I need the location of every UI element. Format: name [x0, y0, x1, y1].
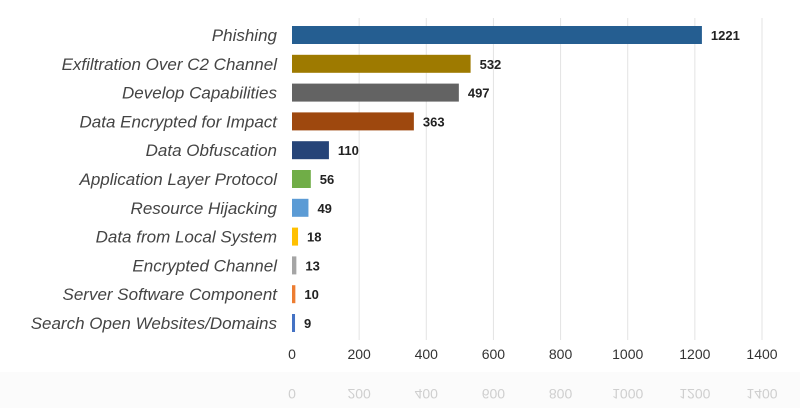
value-label-exfiltration-over-c2-channel: 532 [480, 57, 502, 72]
x-tick-reflection-1200: 1200 [679, 386, 710, 402]
bar-data-obfuscation [292, 141, 329, 160]
x-tick-reflection-200: 200 [347, 386, 371, 402]
value-label-application-layer-protocol: 56 [320, 172, 334, 187]
category-label-develop-capabilities: Develop Capabilities [122, 84, 277, 103]
category-label-data-from-local-system: Data from Local System [96, 228, 277, 247]
bar-data-encrypted-for-impact [292, 112, 414, 131]
category-label-server-software-component: Server Software Component [63, 285, 279, 304]
bar-resource-hijacking [292, 198, 309, 217]
bar-encrypted-channel [292, 256, 297, 275]
category-label-phishing: Phishing [212, 26, 278, 45]
x-axis-ticks: 0 200 400 600 800 1000 1200 1400 [288, 346, 778, 362]
x-tick-label-400: 400 [415, 346, 439, 362]
bar-exfiltration-over-c2-channel [292, 54, 471, 73]
value-label-resource-hijacking: 49 [317, 201, 331, 216]
bar-search-open-websites-domains [292, 314, 296, 332]
x-tick-label-600: 600 [482, 346, 506, 362]
category-labels: Phishing Exfiltration Over C2 Channel Deve… [31, 26, 279, 333]
x-tick-label-800: 800 [549, 346, 573, 362]
value-label-server-software-component: 10 [304, 287, 318, 302]
value-label-data-encrypted-for-impact: 363 [423, 114, 445, 129]
x-tick-label-200: 200 [347, 346, 371, 362]
x-tick-reflection-0: 0 [288, 386, 296, 402]
value-label-encrypted-channel: 13 [305, 258, 319, 273]
value-label-data-from-local-system: 18 [307, 230, 321, 245]
bar-phishing [292, 26, 702, 44]
value-label-data-obfuscation: 110 [338, 143, 359, 158]
category-label-encrypted-channel: Encrypted Channel [132, 256, 278, 275]
category-label-data-obfuscation: Data Obfuscation [146, 141, 277, 160]
reflection-band [0, 372, 800, 408]
x-tick-reflection-800: 800 [549, 386, 573, 402]
bars [292, 26, 702, 332]
axis-reflection: 0 200 400 600 800 1000 1200 1400 [0, 372, 800, 408]
x-tick-label-0: 0 [288, 346, 296, 362]
x-tick-label-1200: 1200 [679, 346, 710, 362]
category-label-exfiltration-over-c2-channel: Exfiltration Over C2 Channel [62, 55, 279, 74]
x-tick-reflection-1000: 1000 [612, 386, 643, 402]
value-label-phishing: 1221 [711, 28, 740, 43]
x-tick-reflection-1400: 1400 [746, 386, 777, 402]
category-label-application-layer-protocol: Application Layer Protocol [78, 170, 278, 189]
bar-develop-capabilities [292, 83, 459, 102]
x-tick-label-1000: 1000 [612, 346, 643, 362]
category-label-search-open-websites-domains: Search Open Websites/Domains [31, 314, 278, 333]
bar-server-software-component [292, 285, 296, 304]
category-label-data-encrypted-for-impact: Data Encrypted for Impact [80, 112, 279, 131]
value-label-search-open-websites-domains: 9 [304, 316, 311, 331]
x-tick-label-1400: 1400 [746, 346, 777, 362]
bar-data-from-local-system [292, 227, 299, 246]
x-tick-reflection-600: 600 [482, 386, 506, 402]
value-label-develop-capabilities: 497 [468, 86, 490, 101]
bar-application-layer-protocol [292, 170, 311, 188]
x-tick-reflection-400: 400 [415, 386, 439, 402]
value-labels: 1221 532 497 363 110 56 49 18 13 10 9 [304, 28, 740, 331]
category-label-resource-hijacking: Resource Hijacking [131, 199, 278, 218]
